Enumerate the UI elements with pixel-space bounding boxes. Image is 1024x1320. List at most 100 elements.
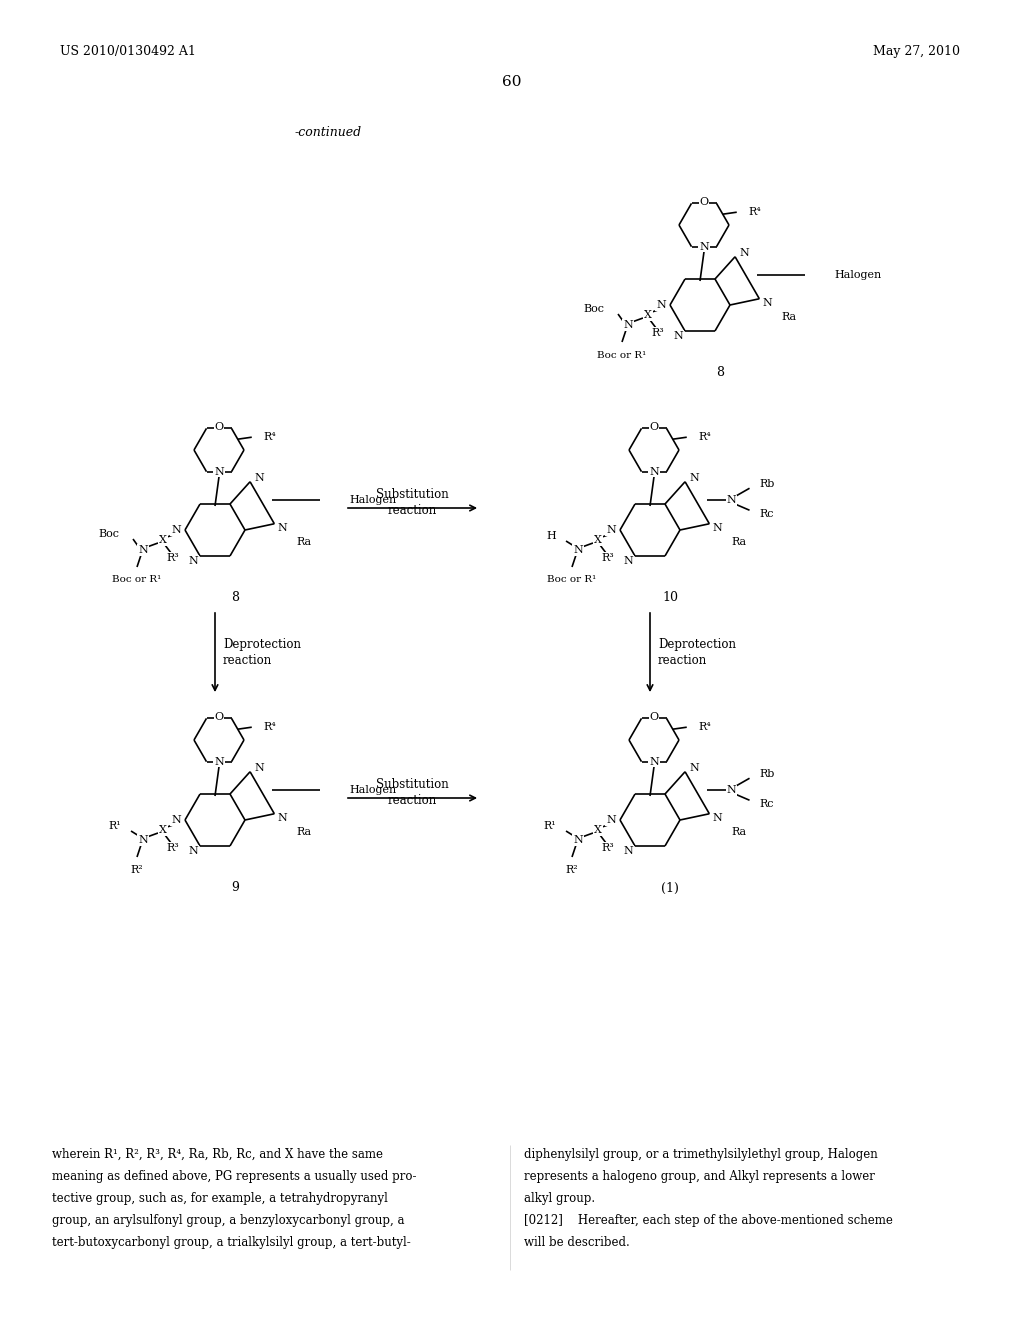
Text: N: N — [739, 248, 749, 257]
Text: 60: 60 — [502, 75, 522, 88]
Text: N: N — [254, 763, 264, 772]
Text: Rb: Rb — [760, 479, 775, 490]
Text: R⁴: R⁴ — [749, 207, 762, 218]
Text: R³: R³ — [651, 327, 665, 338]
Text: (1): (1) — [662, 882, 679, 895]
Text: N: N — [171, 525, 181, 535]
Text: N: N — [214, 756, 224, 767]
Text: N: N — [624, 556, 633, 566]
Text: R²: R² — [565, 865, 579, 875]
Text: N: N — [214, 467, 224, 477]
Text: Halogen: Halogen — [835, 271, 882, 280]
Text: X: X — [594, 825, 602, 836]
Text: reaction: reaction — [223, 653, 272, 667]
Text: diphenylsilyl group, or a trimethylsilylethyl group, Halogen: diphenylsilyl group, or a trimethylsilyl… — [524, 1148, 878, 1162]
Text: N: N — [188, 556, 198, 566]
Text: Ra: Ra — [731, 826, 746, 837]
Text: 8: 8 — [716, 367, 724, 379]
Text: Boc or R¹: Boc or R¹ — [113, 576, 162, 585]
Text: X: X — [159, 825, 167, 836]
Text: meaning as defined above, PG represents a usually used pro-: meaning as defined above, PG represents … — [52, 1170, 417, 1183]
Text: O: O — [214, 422, 223, 433]
Text: will be described.: will be described. — [524, 1236, 630, 1249]
Text: wherein R¹, R², R³, R⁴, Ra, Rb, Rc, and X have the same: wherein R¹, R², R³, R⁴, Ra, Rb, Rc, and … — [52, 1148, 383, 1162]
Text: Ra: Ra — [731, 537, 746, 546]
Text: R⁴: R⁴ — [264, 432, 276, 442]
Text: N: N — [138, 545, 147, 554]
Text: N: N — [573, 545, 583, 554]
Text: Rc: Rc — [760, 799, 774, 809]
Text: US 2010/0130492 A1: US 2010/0130492 A1 — [60, 45, 196, 58]
Text: N: N — [278, 813, 287, 822]
Text: N: N — [649, 467, 658, 477]
Text: reaction: reaction — [388, 795, 437, 808]
Text: X: X — [644, 310, 652, 319]
Text: O: O — [649, 422, 658, 433]
Text: group, an arylsulfonyl group, a benzyloxycarbonyl group, a: group, an arylsulfonyl group, a benzylox… — [52, 1214, 404, 1228]
Text: N: N — [699, 242, 709, 252]
Text: Boc: Boc — [98, 529, 119, 539]
Text: Deprotection: Deprotection — [658, 638, 736, 651]
Text: N: N — [171, 814, 181, 825]
Text: [0212]    Hereafter, each step of the above-mentioned scheme: [0212] Hereafter, each step of the above… — [524, 1214, 893, 1228]
Text: N: N — [278, 523, 287, 533]
Text: N: N — [138, 836, 147, 845]
Text: tert-butoxycarbonyl group, a trialkylsilyl group, a tert-butyl-: tert-butoxycarbonyl group, a trialkylsil… — [52, 1236, 411, 1249]
Text: R²: R² — [131, 865, 143, 875]
Text: R⁴: R⁴ — [264, 722, 276, 733]
Text: N: N — [727, 785, 736, 795]
Text: N: N — [624, 319, 633, 330]
Text: N: N — [606, 525, 615, 535]
Text: Substitution: Substitution — [376, 488, 449, 502]
Text: Ra: Ra — [296, 537, 311, 546]
Text: N: N — [763, 298, 772, 308]
Text: 9: 9 — [231, 882, 239, 895]
Text: R³: R³ — [602, 843, 614, 853]
Text: Boc or R¹: Boc or R¹ — [548, 576, 597, 585]
Text: tective group, such as, for example, a tetrahydropyranyl: tective group, such as, for example, a t… — [52, 1192, 388, 1205]
Text: Boc: Boc — [583, 304, 604, 314]
Text: R⁴: R⁴ — [698, 722, 712, 733]
Text: Deprotection: Deprotection — [223, 638, 301, 651]
Text: N: N — [689, 473, 699, 483]
Text: Substitution: Substitution — [376, 779, 449, 792]
Text: reaction: reaction — [658, 653, 708, 667]
Text: N: N — [713, 813, 722, 822]
Text: Ra: Ra — [296, 826, 311, 837]
Text: Boc or R¹: Boc or R¹ — [597, 351, 646, 359]
Text: Ra: Ra — [781, 312, 797, 322]
Text: N: N — [656, 300, 666, 310]
Text: N: N — [713, 523, 722, 533]
Text: H: H — [546, 531, 556, 541]
Text: O: O — [699, 198, 709, 207]
Text: N: N — [573, 836, 583, 845]
Text: N: N — [188, 846, 198, 855]
Text: Halogen: Halogen — [349, 785, 396, 795]
Text: 10: 10 — [662, 591, 678, 605]
Text: O: O — [649, 713, 658, 722]
Text: 8: 8 — [231, 591, 239, 605]
Text: O: O — [214, 713, 223, 722]
Text: Rc: Rc — [760, 510, 774, 519]
Text: X: X — [159, 535, 167, 545]
Text: -continued: -continued — [295, 125, 362, 139]
Text: Rb: Rb — [760, 770, 775, 779]
Text: May 27, 2010: May 27, 2010 — [873, 45, 961, 58]
Text: R¹: R¹ — [109, 821, 121, 832]
Text: R¹: R¹ — [544, 821, 556, 832]
Text: N: N — [727, 495, 736, 506]
Text: N: N — [689, 763, 699, 772]
Text: R³: R³ — [602, 553, 614, 564]
Text: R⁴: R⁴ — [698, 432, 712, 442]
Text: N: N — [673, 331, 683, 341]
Text: reaction: reaction — [388, 504, 437, 517]
Text: R³: R³ — [167, 843, 179, 853]
Text: represents a halogeno group, and Alkyl represents a lower: represents a halogeno group, and Alkyl r… — [524, 1170, 874, 1183]
Text: N: N — [649, 756, 658, 767]
Text: Halogen: Halogen — [349, 495, 396, 506]
Text: alkyl group.: alkyl group. — [524, 1192, 595, 1205]
Text: N: N — [606, 814, 615, 825]
Text: R³: R³ — [167, 553, 179, 564]
Text: X: X — [594, 535, 602, 545]
Text: N: N — [254, 473, 264, 483]
